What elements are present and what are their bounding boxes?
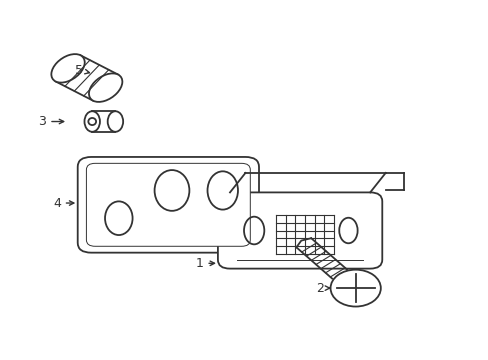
- Ellipse shape: [84, 111, 100, 132]
- Ellipse shape: [107, 111, 123, 132]
- Text: 3: 3: [39, 115, 63, 128]
- Text: 1: 1: [195, 257, 214, 270]
- Text: 2: 2: [316, 282, 329, 294]
- Text: 4: 4: [53, 197, 74, 210]
- Ellipse shape: [89, 73, 122, 102]
- FancyBboxPatch shape: [86, 163, 250, 246]
- FancyBboxPatch shape: [218, 192, 382, 269]
- Text: 5: 5: [74, 64, 89, 77]
- Ellipse shape: [51, 54, 84, 82]
- FancyBboxPatch shape: [78, 157, 259, 253]
- Circle shape: [330, 270, 380, 306]
